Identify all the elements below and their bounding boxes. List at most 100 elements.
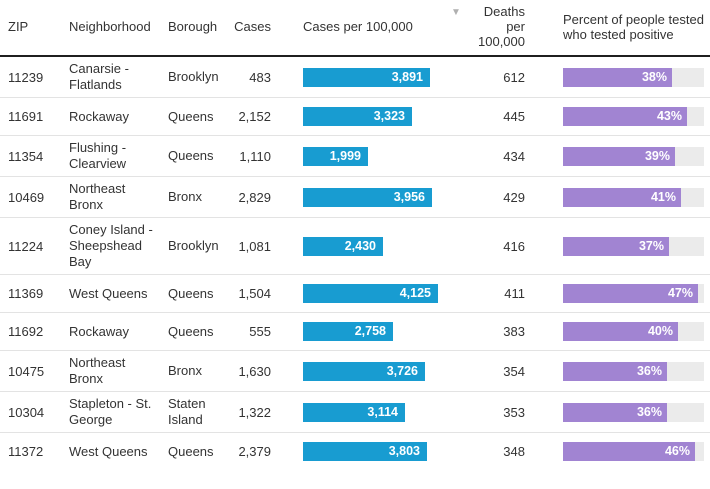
- percent-positive-track: 40%: [563, 322, 704, 341]
- neighborhood-cell: West Queens: [69, 285, 148, 301]
- cases-per-100k-cell: 3,891: [277, 67, 451, 87]
- neighborhood-cell: Northeast Bronx: [69, 181, 126, 212]
- table-row[interactable]: 10469 Northeast Bronx Bronx 2,829 3,956 …: [0, 176, 710, 217]
- table-body: 11239 Canarsie - Flatlands Brooklyn 483 …: [0, 57, 710, 470]
- table-row[interactable]: 10304 Stapleton - St. George Staten Isla…: [0, 391, 710, 432]
- percent-positive-bar: 37%: [563, 236, 669, 256]
- neighborhood-cell: Flushing - Clearview: [69, 140, 127, 171]
- borough-cell: Queens: [168, 323, 214, 339]
- percent-positive-bar: 36%: [563, 402, 667, 422]
- cases-cell: 1,081: [238, 238, 271, 254]
- percent-positive-bar: 41%: [563, 187, 681, 207]
- percent-positive-bar: 43%: [563, 107, 687, 126]
- percent-positive-cell: 37%: [525, 236, 710, 256]
- header-cases-per-100k[interactable]: Cases per 100,000: [303, 19, 413, 34]
- deaths-per-100k-cell: 348: [503, 444, 525, 459]
- table-row[interactable]: 11224 Coney Island - Sheepshead Bay Broo…: [0, 217, 710, 274]
- cases-per-100k-bar: 4,125: [303, 284, 438, 303]
- percent-positive-cell: 38%: [525, 67, 710, 87]
- cases-cell: 555: [249, 324, 271, 339]
- zip-cell: 11692: [8, 324, 44, 339]
- neighborhood-cell: Rockaway: [69, 323, 129, 339]
- table-row[interactable]: 11354 Flushing - Clearview Queens 1,110 …: [0, 135, 710, 176]
- percent-positive-track: 47%: [563, 284, 704, 303]
- neighborhood-cell: Stapleton - St. George: [69, 396, 152, 427]
- percent-positive-bar: 40%: [563, 322, 678, 341]
- cases-per-100k-bar: 1,999: [303, 146, 368, 166]
- percent-positive-cell: 46%: [525, 442, 710, 461]
- borough-cell: Queens: [168, 148, 214, 163]
- neighborhood-cell: West Queens: [69, 443, 148, 459]
- borough-cell: Queens: [168, 285, 214, 301]
- percent-positive-bar: 46%: [563, 442, 695, 461]
- header-borough[interactable]: Borough: [168, 19, 218, 34]
- header-deaths-label: Deaths per 100,000: [478, 4, 525, 49]
- cases-cell: 1,110: [239, 148, 271, 164]
- table-row[interactable]: 10475 Northeast Bronx Bronx 1,630 3,726 …: [0, 350, 710, 391]
- percent-positive-cell: 39%: [525, 146, 710, 166]
- deaths-per-100k-cell: 612: [503, 69, 525, 85]
- table-row[interactable]: 11239 Canarsie - Flatlands Brooklyn 483 …: [0, 57, 710, 97]
- borough-cell: Bronx: [168, 189, 202, 204]
- percent-positive-cell: 47%: [525, 284, 710, 303]
- cases-per-100k-bar: 3,891: [303, 67, 430, 87]
- cases-per-100k-cell: 1,999: [277, 146, 451, 166]
- percent-positive-bar: 39%: [563, 146, 675, 166]
- percent-positive-track: 38%: [563, 67, 704, 87]
- percent-positive-cell: 41%: [525, 187, 710, 207]
- header-deaths-per-100k[interactable]: ▼ Deaths per 100,000: [451, 4, 525, 49]
- cases-cell: 1,504: [238, 286, 271, 301]
- deaths-per-100k-cell: 411: [504, 286, 525, 301]
- table-row[interactable]: 11369 West Queens Queens 1,504 4,125 411…: [0, 274, 710, 312]
- percent-positive-cell: 36%: [525, 361, 710, 381]
- percent-positive-bar: 38%: [563, 67, 672, 87]
- percent-positive-track: 36%: [563, 402, 704, 422]
- percent-positive-cell: 36%: [525, 402, 710, 422]
- borough-cell: Queens: [168, 108, 214, 124]
- sort-descending-icon: ▼: [451, 7, 461, 18]
- deaths-per-100k-cell: 429: [503, 189, 525, 205]
- percent-positive-cell: 43%: [525, 107, 710, 126]
- table-row[interactable]: 11691 Rockaway Queens 2,152 3,323 445 43…: [0, 97, 710, 135]
- cases-per-100k-bar: 3,726: [303, 361, 425, 381]
- header-cases[interactable]: Cases: [234, 19, 271, 34]
- cases-per-100k-cell: 2,430: [277, 236, 451, 256]
- cases-cell: 1,322: [238, 404, 271, 420]
- cases-per-100k-cell: 3,956: [277, 187, 451, 207]
- borough-cell: Bronx: [168, 363, 202, 378]
- percent-positive-track: 39%: [563, 146, 704, 166]
- cases-cell: 1,630: [238, 363, 271, 379]
- cases-cell: 2,829: [238, 189, 271, 205]
- zip-cell: 11239: [8, 69, 44, 85]
- zip-cell: 11369: [8, 286, 44, 301]
- cases-per-100k-bar: 3,114: [303, 402, 405, 422]
- header-zip[interactable]: ZIP: [8, 19, 29, 34]
- neighborhood-cell: Northeast Bronx: [69, 355, 126, 386]
- cases-per-100k-cell: 4,125: [277, 284, 451, 303]
- cases-per-100k-bar: 2,758: [303, 322, 393, 341]
- percent-positive-bar: 47%: [563, 284, 698, 303]
- percent-positive-cell: 40%: [525, 322, 710, 341]
- table-row[interactable]: 11692 Rockaway Queens 555 2,758 383 40%: [0, 312, 710, 350]
- neighborhood-cell: Canarsie - Flatlands: [69, 61, 129, 92]
- percent-positive-track: 46%: [563, 442, 704, 461]
- borough-cell: Staten Island: [168, 396, 206, 427]
- deaths-per-100k-cell: 434: [503, 148, 525, 164]
- zip-cell: 11224: [8, 238, 44, 254]
- header-neighborhood[interactable]: Neighborhood: [69, 19, 151, 34]
- zip-cell: 11691: [8, 109, 44, 124]
- deaths-per-100k-cell: 416: [503, 238, 525, 254]
- zip-cell: 11372: [8, 444, 44, 459]
- table-header-row: ZIP Neighborhood Borough Cases Cases per…: [0, 0, 710, 57]
- cases-per-100k-cell: 2,758: [277, 322, 451, 341]
- cases-per-100k-bar: 2,430: [303, 236, 383, 256]
- header-percent-positive[interactable]: Percent of people tested who tested posi…: [563, 11, 704, 42]
- cases-per-100k-bar: 3,956: [303, 187, 432, 207]
- cases-per-100k-bar: 3,803: [303, 442, 427, 461]
- cases-cell: 483: [249, 69, 271, 85]
- cases-per-100k-cell: 3,323: [277, 107, 451, 126]
- table-row[interactable]: 11372 West Queens Queens 2,379 3,803 348…: [0, 432, 710, 470]
- deaths-per-100k-cell: 445: [503, 109, 525, 124]
- zip-cell: 10304: [8, 404, 45, 420]
